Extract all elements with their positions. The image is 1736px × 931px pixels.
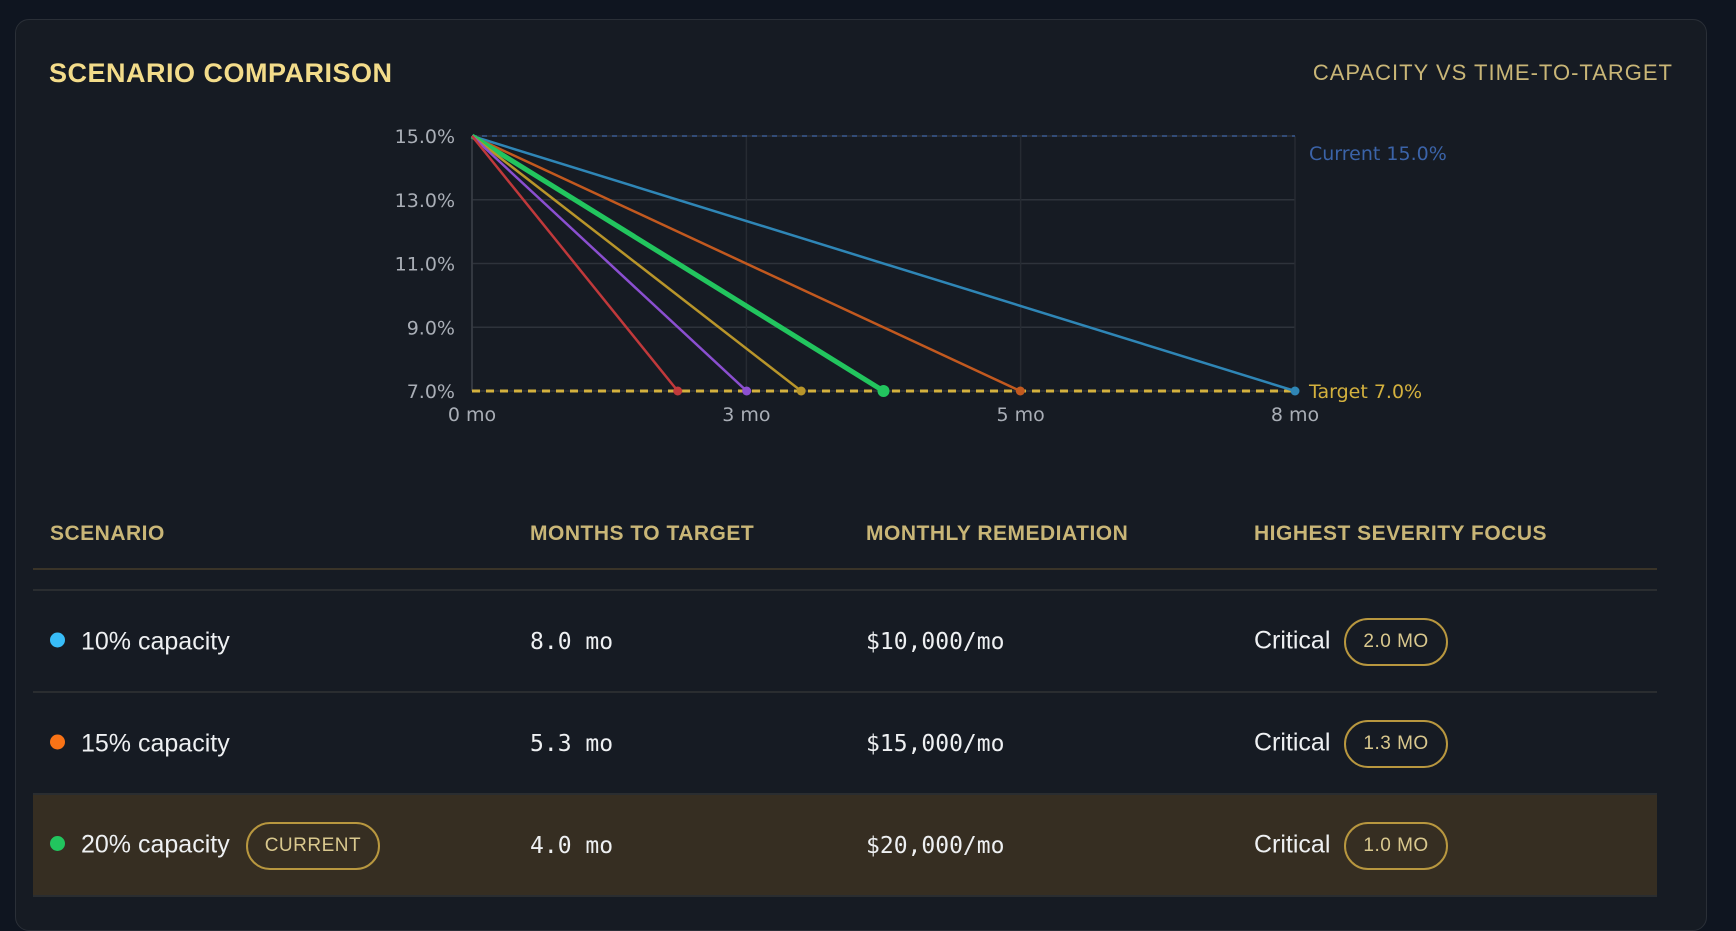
col-header-months: MONTHS TO TARGET [530,522,755,545]
header-divider [33,568,1657,570]
col-header-remediation: MONTHLY REMEDIATION [866,522,1129,545]
scenario-cell: 20% capacity CURRENT [50,821,381,870]
table-row[interactable]: 10% capacity 8.0 mo $10,000/mo Critical 2… [33,589,1657,692]
y-tick-label: 11.0% [395,254,455,276]
severity-months-badge: 2.0 MO [1344,617,1448,666]
severity-months-badge: 1.0 MO [1344,821,1448,870]
severity-label: Critical [1254,728,1331,757]
y-tick-label: 15.0% [395,126,455,148]
series-line [471,135,802,392]
monthly-remediation: $15,000/mo [866,730,1005,757]
scenario-comparison-panel: SCENARIO COMPARISON CAPACITY VS TIME-TO-… [15,19,1707,931]
severity-label: Critical [1254,626,1331,655]
series-line [471,135,679,392]
scenario-label: 10% capacity [81,627,230,655]
panel-title: SCENARIO COMPARISON [49,58,393,88]
scenario-color-dot [50,836,65,851]
monthly-remediation: $20,000/mo [866,832,1005,859]
monthly-remediation: $10,000/mo [866,628,1005,655]
y-tick-label: 7.0% [407,381,455,403]
series-line [471,134,1021,393]
severity-cell: Critical 1.3 MO [1254,719,1448,768]
severity-cell: Critical 2.0 MO [1254,617,1448,666]
series-endpoint [1290,386,1300,396]
series-endpoint [1015,386,1025,396]
series-endpoint [742,386,752,396]
x-tick-label: 5 mo [996,404,1044,426]
months-to-target: 4.0 mo [530,832,614,859]
series-endpoint [673,386,683,396]
series-endpoint [877,385,890,397]
scenario-label: 15% capacity [81,729,230,757]
series-line [471,135,748,392]
severity-label: Critical [1254,830,1331,859]
y-tick-label: 13.0% [395,190,455,212]
scenario-cell: 10% capacity [50,627,230,656]
col-header-severity: HIGHEST SEVERITY FOCUS [1254,522,1547,545]
scenario-color-dot [50,734,65,750]
table-row[interactable]: 20% capacity CURRENT 4.0 mo $20,000/mo Cr… [33,793,1657,896]
reference-label: Current 15.0% [1309,143,1447,165]
series-endpoint [796,386,806,396]
months-to-target: 8.0 mo [530,628,614,655]
table-bottom-divider [33,895,1657,897]
months-to-target: 5.3 mo [530,730,614,757]
severity-months-badge: 1.3 MO [1344,719,1448,768]
scenario-cell: 15% capacity [50,729,230,758]
scenario-chart: 15.0% 13.0% 11.0% 9.0% 7.0%0 mo 3 mo 5 mo 8 mo C… [395,126,1447,426]
current-badge: CURRENT [245,821,381,870]
series-line [470,133,885,394]
scenario-label: 20% capacity [81,830,230,859]
reference-label: Target 7.0% [1308,381,1422,403]
severity-cell: Critical 1.0 MO [1254,821,1448,870]
y-tick-label: 9.0% [407,317,455,339]
table-row[interactable]: 15% capacity 5.3 mo $15,000/mo Critical 1… [33,691,1657,794]
col-header-scenario: SCENARIO [50,522,165,545]
scenario-color-dot [50,632,65,648]
x-tick-label: 8 mo [1271,404,1319,426]
x-tick-label: 0 mo [448,404,496,426]
x-tick-label: 3 mo [722,404,770,426]
series-line [471,134,1296,393]
panel-subtitle: CAPACITY VS TIME-TO-TARGET [1312,60,1673,85]
